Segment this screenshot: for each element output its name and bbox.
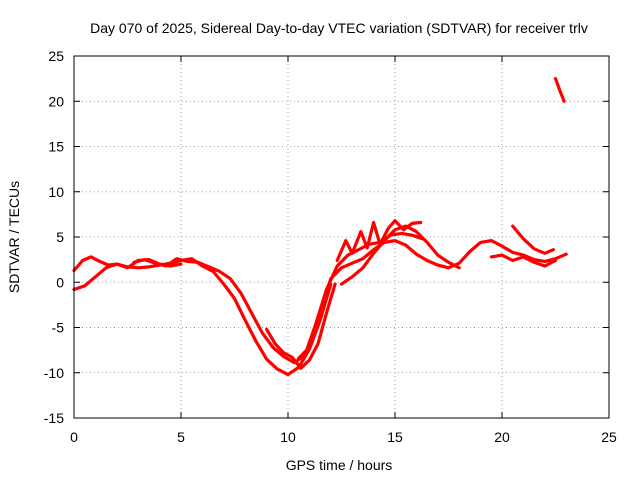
chart-title: Day 070 of 2025, Sidereal Day-to-day VTE…	[90, 20, 588, 36]
x-tick-label: 20	[494, 429, 510, 445]
y-tick-labels: -15 -10 -5 0 5 10 15 20 25	[44, 48, 64, 426]
y-tick-label: 5	[56, 229, 64, 245]
x-axis-label: GPS time / hours	[286, 457, 393, 473]
series-arc-6	[335, 219, 423, 263]
x-tick-label: 10	[280, 429, 296, 445]
series-arc-10	[553, 76, 566, 103]
y-axis-label: SDTVAR / TECUs	[6, 181, 22, 293]
x-tick-label: 0	[70, 429, 78, 445]
x-tick-label: 5	[177, 429, 185, 445]
tick-marks	[73, 55, 610, 419]
y-tick-label: 10	[48, 184, 64, 200]
y-tick-label: -5	[52, 320, 65, 336]
series-arc-2	[72, 257, 333, 377]
y-tick-label: -10	[44, 365, 64, 381]
x-tick-label: 25	[601, 429, 617, 445]
x-tick-labels: 0 5 10 15 20 25	[70, 429, 617, 445]
series-arc-7	[265, 282, 337, 370]
series-arc-4	[297, 239, 568, 360]
y-tick-label: 25	[48, 48, 64, 64]
series-arc-3	[132, 231, 425, 365]
grid	[74, 56, 609, 418]
y-tick-label: -15	[44, 410, 64, 426]
y-tick-label: 20	[48, 93, 64, 109]
y-tick-label: 0	[56, 274, 64, 290]
series-arc-9	[511, 224, 556, 255]
y-tick-label: 15	[48, 139, 64, 155]
series-group	[72, 76, 568, 377]
series-arc-8	[489, 253, 558, 268]
x-tick-label: 15	[387, 429, 403, 445]
